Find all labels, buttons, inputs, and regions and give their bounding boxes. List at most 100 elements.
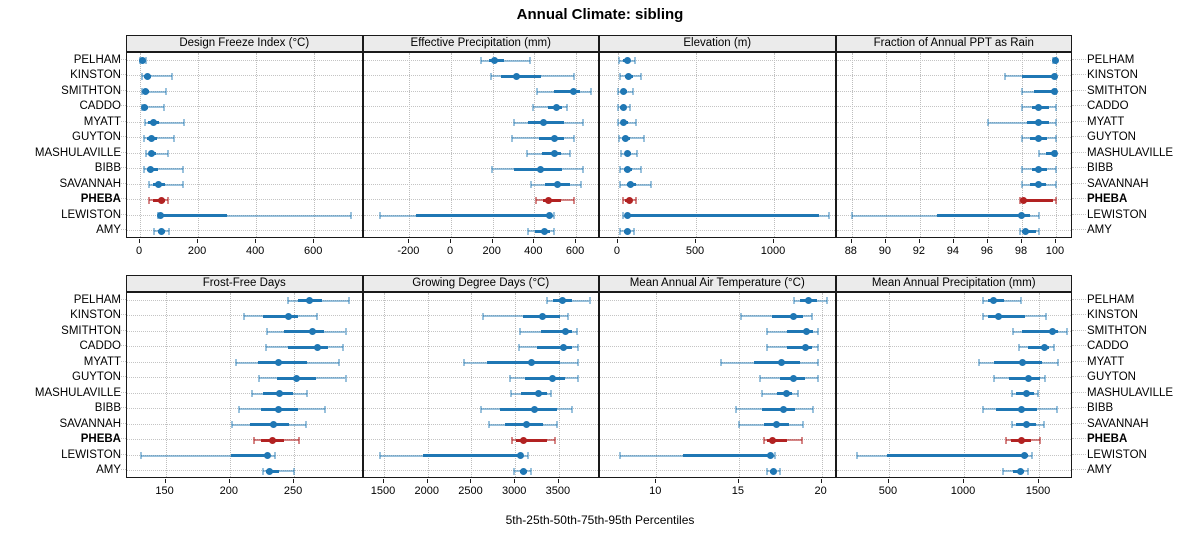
site-label-left: CADDO xyxy=(28,339,121,354)
whisker-cap-5 xyxy=(253,436,256,444)
whisker-cap-5 xyxy=(617,134,620,142)
whisker-cap-95 xyxy=(168,227,171,235)
whisker-cap-95 xyxy=(1054,165,1057,173)
site-label-left: KINSTON xyxy=(28,68,121,83)
interval-25-75 xyxy=(987,314,1026,318)
site-label-right: GUYTON xyxy=(1087,130,1187,145)
median-dot xyxy=(990,297,998,305)
interval-25-75 xyxy=(258,361,307,365)
grid-vline xyxy=(1021,53,1023,237)
site-label-right: CADDO xyxy=(1087,339,1187,354)
grid-hline xyxy=(363,230,599,232)
whisker-cap-5 xyxy=(792,297,795,305)
whisker-cap-95 xyxy=(1038,436,1041,444)
interval-25-75 xyxy=(786,345,812,349)
median-dot xyxy=(275,359,283,367)
site-label-left: PHEBA xyxy=(28,432,121,447)
grid-hline xyxy=(363,168,599,170)
median-dot xyxy=(1024,374,1032,382)
median-dot xyxy=(275,405,283,413)
median-dot xyxy=(534,390,542,398)
whisker-cap-95 xyxy=(1055,405,1058,413)
axis-tick xyxy=(255,239,257,243)
whisker-cap-5 xyxy=(250,390,253,398)
whisker-cap-5 xyxy=(509,390,512,398)
interval-25-75 xyxy=(682,454,772,458)
whisker-cap-5 xyxy=(463,359,466,367)
axis-tick-label: 3500 xyxy=(545,485,571,497)
grid-hline xyxy=(127,392,362,394)
median-dot xyxy=(148,134,156,142)
median-dot xyxy=(293,374,301,382)
whisker-cap-95 xyxy=(166,196,169,204)
site-label-right: GUYTON xyxy=(1087,370,1187,385)
site-label-left: SMITHTON xyxy=(28,323,121,338)
interval-25-75 xyxy=(1022,330,1059,334)
whisker-cap-5 xyxy=(153,227,156,235)
whisker-cap-5 xyxy=(527,227,530,235)
median-dot xyxy=(1022,421,1030,429)
median-dot xyxy=(270,421,278,429)
whisker-cap-5 xyxy=(619,181,622,189)
median-dot xyxy=(519,436,527,444)
site-label-right: PELHAM xyxy=(1087,52,1187,67)
grid-hline xyxy=(600,230,835,232)
grid-hline xyxy=(127,137,362,139)
grid-hline xyxy=(127,423,362,425)
grid-hline xyxy=(127,377,362,379)
median-dot xyxy=(540,119,548,127)
whisker-cap-95 xyxy=(588,297,591,305)
whisker-cap-5 xyxy=(1010,390,1013,398)
axis-tick-label: 88 xyxy=(844,245,857,257)
median-dot xyxy=(540,227,548,235)
whisker-5-95 xyxy=(481,59,531,62)
whisker-cap-95 xyxy=(1031,452,1034,460)
whisker-cap-95 xyxy=(316,312,319,320)
grid-hline xyxy=(836,330,1072,332)
axis-tick xyxy=(293,479,295,483)
whisker-cap-5 xyxy=(719,359,722,367)
median-dot xyxy=(537,165,545,173)
site-label-right: MYATT xyxy=(1087,354,1187,369)
whisker-cap-5 xyxy=(1020,134,1023,142)
median-dot xyxy=(491,57,499,65)
whisker-cap-5 xyxy=(622,212,625,220)
grid-hline xyxy=(600,392,835,394)
axis-tick-label: 90 xyxy=(878,245,891,257)
grid-hline xyxy=(600,152,835,154)
whisker-cap-95 xyxy=(273,452,276,460)
median-dot xyxy=(1050,150,1058,158)
whisker-cap-95 xyxy=(1057,359,1060,367)
site-label-left: GUYTON xyxy=(28,370,121,385)
grid-hline xyxy=(600,121,835,123)
whisker-cap-95 xyxy=(635,150,638,158)
median-dot xyxy=(517,452,525,460)
interval-25-75 xyxy=(554,90,581,94)
grid-hline xyxy=(600,439,835,441)
median-dot xyxy=(624,150,632,158)
axis-tick-label: 400 xyxy=(245,245,265,257)
panel-strip: Design Freeze Index (°C) xyxy=(126,35,363,52)
panel-plot xyxy=(362,52,599,238)
axis-tick-label: 200 xyxy=(219,485,238,497)
median-dot xyxy=(562,328,570,336)
panel-plot xyxy=(599,52,836,238)
median-dot xyxy=(141,103,149,111)
interval-25-75 xyxy=(542,198,562,202)
panel-strip: Fraction of Annual PPT as Rain xyxy=(835,35,1072,52)
site-label-left: MASHULAVILLE xyxy=(28,385,121,400)
whisker-cap-95 xyxy=(293,467,296,475)
grid-hline xyxy=(363,346,599,348)
median-dot xyxy=(143,72,151,80)
axis-tick xyxy=(408,239,410,243)
site-label-left: SAVANNAH xyxy=(28,416,121,431)
interval-25-75 xyxy=(540,330,573,334)
whisker-cap-95 xyxy=(1054,134,1057,142)
axis-tick-label: 20 xyxy=(814,485,827,497)
axis-tick-label: 500 xyxy=(685,245,705,257)
whisker-cap-95 xyxy=(1052,343,1055,351)
grid-vline xyxy=(953,53,955,237)
site-label-left: SAVANNAH xyxy=(28,176,121,191)
interval-25-75 xyxy=(525,376,565,380)
median-dot xyxy=(623,227,631,235)
